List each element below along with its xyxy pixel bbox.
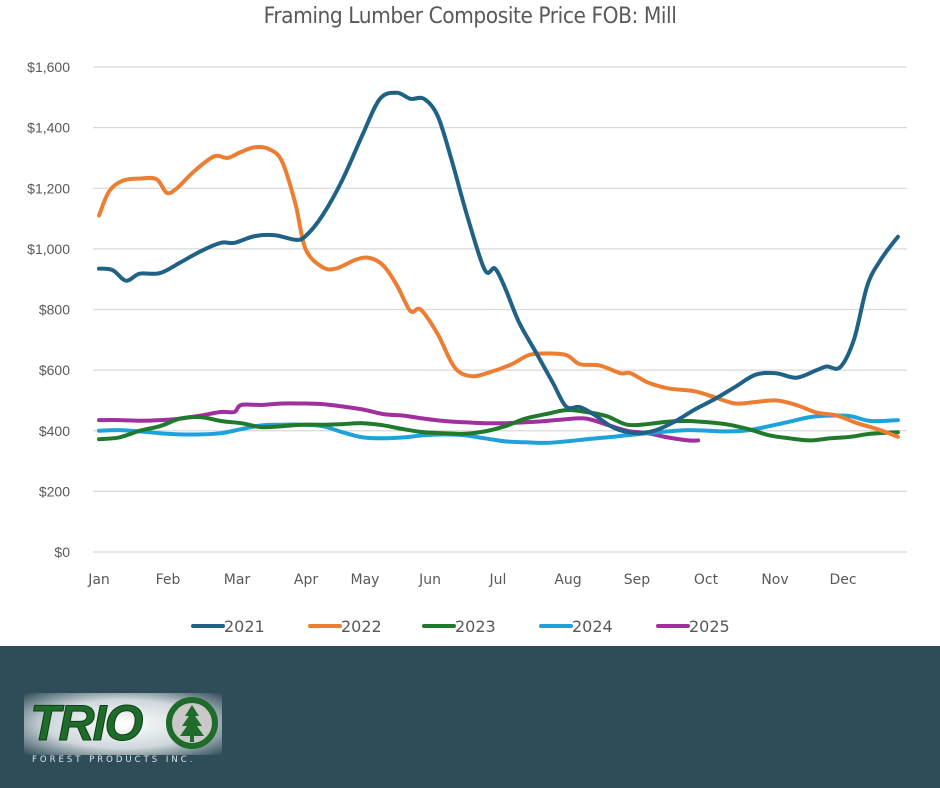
x-tick-label: Sep (624, 572, 651, 588)
x-tick-label: Jan (87, 572, 110, 588)
logo-tagline: FOREST PRODUCTS INC. (32, 755, 196, 765)
legend-item-2023: 2023 (422, 617, 496, 636)
gridlines (93, 66, 907, 553)
x-tick-label: Apr (294, 572, 318, 588)
legend-item-2022: 2022 (308, 617, 382, 636)
legend-label: 2025 (689, 617, 730, 636)
legend-item-2024: 2024 (539, 617, 613, 636)
x-tick-label: Jun (418, 572, 441, 588)
legend-label: 2024 (572, 617, 613, 636)
legend: 2021 2022 2023 2024 2025 (191, 617, 730, 636)
footer-banner: TRIO FOREST PRODUCTS INC. (0, 646, 940, 788)
x-tick-label: Dec (829, 572, 856, 588)
chart-area: Framing Lumber Composite Price FOB: Mill… (27, 4, 907, 636)
legend-label: 2022 (341, 617, 382, 636)
x-tick-label: Jul (489, 572, 507, 588)
y-tick-label: $0 (54, 544, 70, 560)
y-tick-label: $600 (39, 362, 70, 378)
y-tick-label: $1,600 (27, 59, 70, 75)
legend-item-2021: 2021 (191, 617, 265, 636)
legend-item-2025: 2025 (656, 617, 730, 636)
y-tick-label: $800 (39, 302, 70, 318)
y-tick-label: $1,400 (27, 120, 70, 136)
y-tick-label: $1,200 (27, 180, 70, 196)
y-axis-labels: $0 $200 $400 $600 $800 $1,000 $1,200 $1,400 $1,6… (27, 59, 70, 560)
x-tick-label: Aug (554, 572, 581, 588)
series-line-2023 (97, 408, 900, 443)
series-lines (97, 90, 900, 445)
x-tick-label: Mar (224, 572, 251, 588)
trio-logo: TRIO FOREST PRODUCTS INC. (24, 693, 222, 771)
chart-title: Framing Lumber Composite Price FOB: Mill (263, 4, 677, 29)
x-tick-label: Oct (694, 572, 719, 588)
x-tick-label: May (351, 572, 380, 588)
x-axis-labels: Jan Feb Mar Apr May Jun Jul Aug Sep Oct Nov Dec (87, 572, 856, 588)
y-tick-label: $400 (39, 423, 70, 439)
pine-tree-icon (166, 697, 218, 749)
line-chart: $0 $200 $400 $600 $800 $1,000 $1,200 $1,400 $1,6… (27, 59, 907, 636)
legend-label: 2021 (224, 617, 265, 636)
y-tick-label: $1,000 (27, 241, 70, 257)
logo-wordmark: TRIO (29, 695, 143, 752)
y-tick-label: $200 (39, 483, 70, 499)
legend-label: 2023 (455, 617, 496, 636)
series-line-2022 (97, 144, 900, 439)
x-tick-label: Feb (156, 572, 181, 588)
x-tick-label: Nov (761, 572, 788, 588)
series-line-2024 (97, 413, 900, 445)
series-line-2021 (97, 90, 900, 436)
